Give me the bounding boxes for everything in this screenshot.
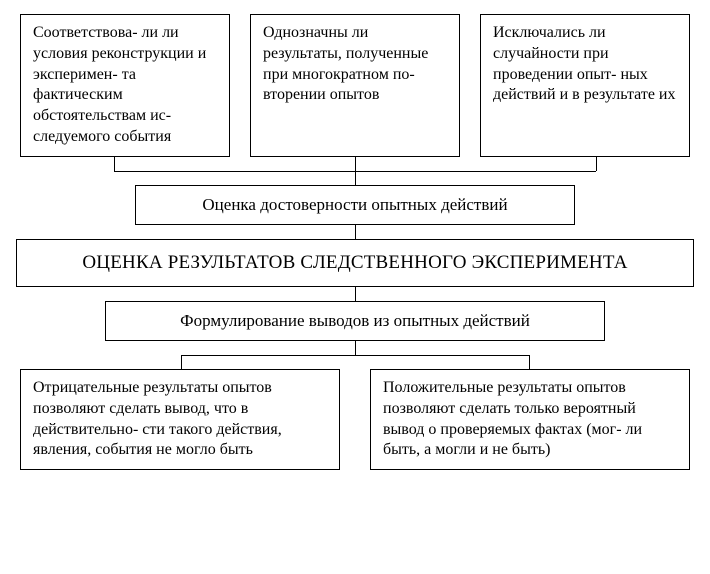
main-box: ОЦЕНКА РЕЗУЛЬТАТОВ СЛЕДСТВЕННОГО ЭКСПЕРИ…: [16, 239, 694, 287]
mid-lower-box: Формулирование выводов из опытных действ…: [105, 301, 605, 341]
top-row: Соответствова- ли ли условия реконструкц…: [20, 14, 690, 157]
bottom-box-1: Отрицательные результаты опытов позволяю…: [20, 369, 340, 470]
connector-mid-lower: [14, 287, 696, 301]
bottom-row: Отрицательные результаты опытов позволяю…: [20, 369, 690, 470]
top-box-3: Исключались ли случайности при проведени…: [480, 14, 690, 157]
bottom-box-2: Положительные результаты опытов позволяю…: [370, 369, 690, 470]
mid-upper-box: Оценка достоверности опытных действий: [135, 185, 575, 225]
top-box-2: Однозначны ли результаты, полученные при…: [250, 14, 460, 157]
connector-bottom: [20, 341, 690, 369]
connector-mid-upper: [14, 225, 696, 239]
top-box-1: Соответствова- ли ли условия реконструкц…: [20, 14, 230, 157]
connector-top: [20, 157, 690, 185]
